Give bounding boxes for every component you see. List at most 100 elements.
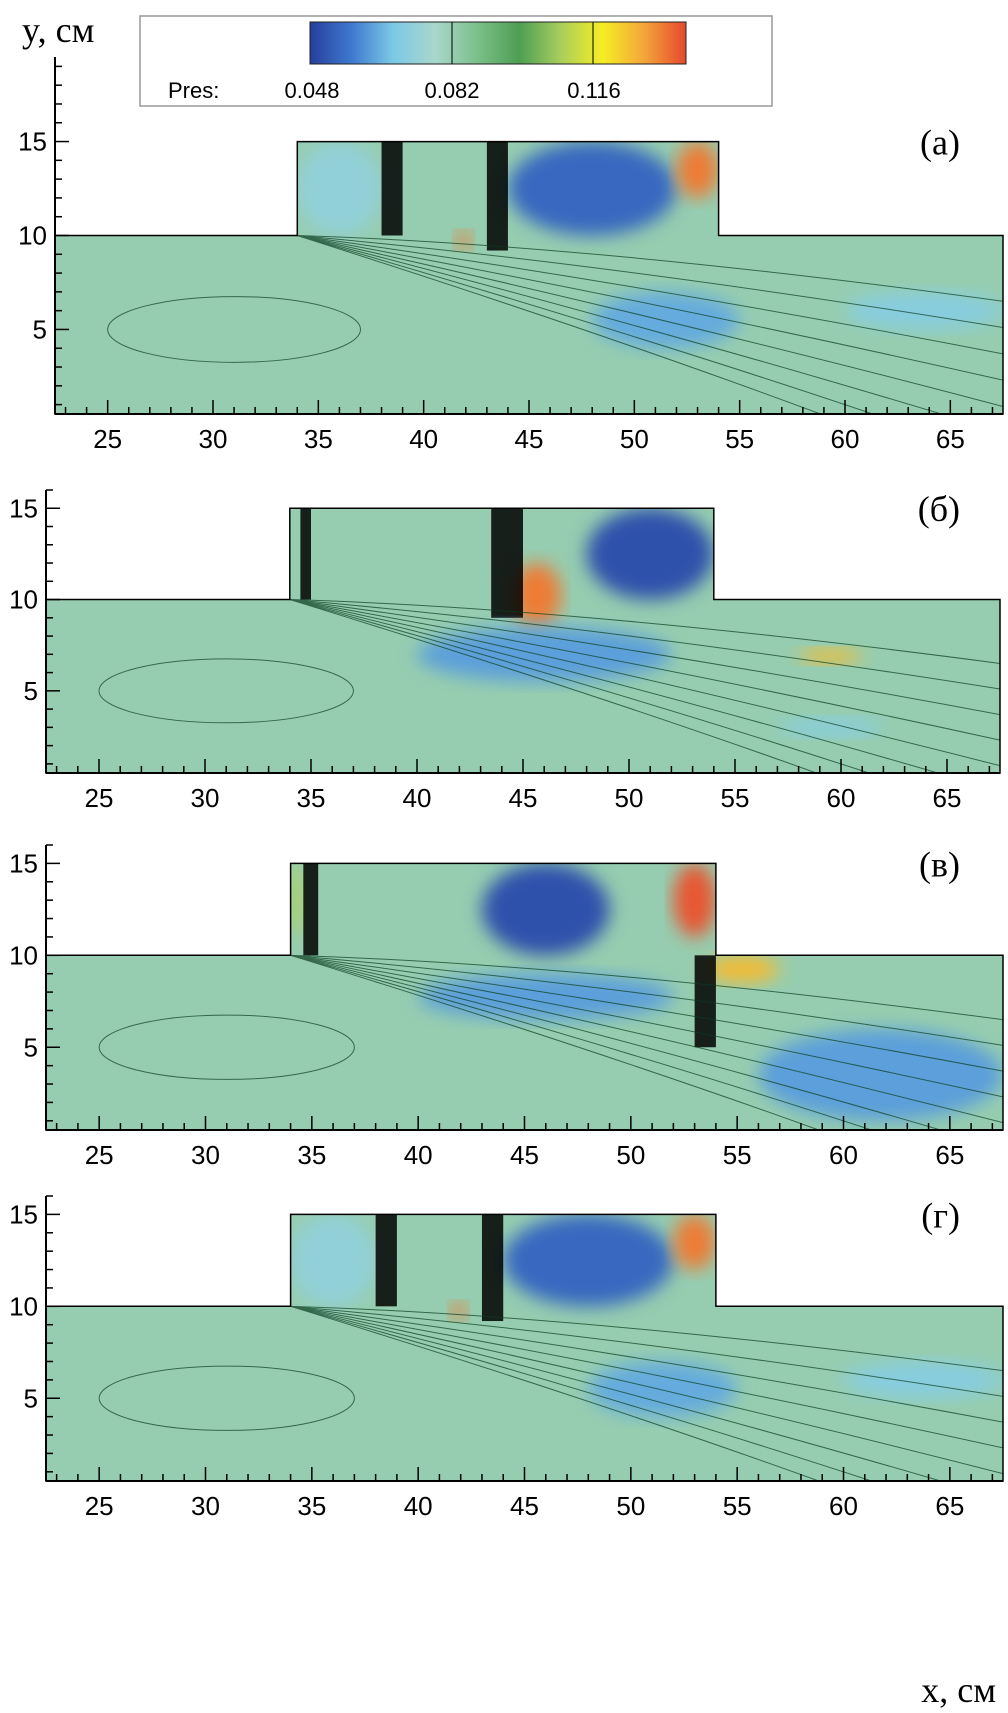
pressure-field <box>46 1214 1003 1481</box>
contour-line <box>289 599 1000 767</box>
pressure-region-mark <box>798 648 863 664</box>
colorbar-tick-label: 0.048 <box>284 78 339 103</box>
pressure-region-mark <box>777 718 884 737</box>
x-tick-label: 55 <box>721 783 750 813</box>
pressure-region-mark <box>290 1214 376 1307</box>
pressure-region-mark <box>290 863 304 937</box>
x-tick-label: 50 <box>616 1491 645 1521</box>
contour-line <box>297 235 1003 414</box>
x-tick-label: 60 <box>831 424 860 454</box>
pressure-region-mark <box>507 141 677 236</box>
contour-line <box>98 1014 355 1080</box>
pressure-region-mark <box>843 1361 1003 1399</box>
x-tick-label: 35 <box>297 1140 326 1170</box>
pressure-region-mark <box>673 1214 716 1270</box>
colorbar-tick-label: 0.116 <box>567 78 620 103</box>
contour-lines <box>98 954 1003 1130</box>
colorbar-title: Pres: <box>168 78 219 103</box>
x-tick-label: 45 <box>515 424 544 454</box>
contour-lines <box>107 235 1003 414</box>
contour-line <box>290 954 1003 1124</box>
y-axis-title: y, см <box>22 10 94 50</box>
contour-line <box>289 599 1000 773</box>
contour-line <box>289 599 1000 773</box>
pressure-region-mark <box>503 1214 674 1307</box>
contour-line <box>289 599 1000 741</box>
contour-line <box>290 954 1003 1021</box>
contour-line <box>297 235 1003 414</box>
pressure-region-mark <box>673 863 716 937</box>
x-tick-label: 50 <box>615 783 644 813</box>
contour-line <box>290 1305 1003 1372</box>
x-tick-label: 60 <box>827 783 856 813</box>
pressure-region-mark <box>586 508 714 600</box>
x-tick-label: 65 <box>936 424 965 454</box>
contour-line <box>290 1305 1003 1423</box>
x-tick-label: 25 <box>85 1140 114 1170</box>
x-tick-label: 65 <box>935 1140 964 1170</box>
x-tick-label: 35 <box>297 1491 326 1521</box>
contour-line <box>290 954 1003 1130</box>
panel-g: 25 30 35 40 45 50 55 60 65 5 10 15 (г) <box>9 1195 1004 1521</box>
contour-line <box>290 1305 1003 1397</box>
y-tick-label: 5 <box>33 314 47 344</box>
pressure-region-mark <box>705 955 780 983</box>
domain-outline <box>45 507 1001 774</box>
shock-band-mark <box>375 1214 397 1307</box>
contour-line <box>297 235 1003 329</box>
contour-line <box>290 954 1003 1130</box>
x-tick-label: 60 <box>829 1491 858 1521</box>
x-tick-label: 65 <box>933 783 962 813</box>
x-tick-label: 50 <box>616 1140 645 1170</box>
x-tick-label: 60 <box>829 1140 858 1170</box>
x-tick-label: 55 <box>725 424 754 454</box>
contour-line <box>297 235 1003 407</box>
x-tick-label: 65 <box>935 1491 964 1521</box>
contour-line <box>289 599 1000 690</box>
x-tick-label: 45 <box>510 1491 539 1521</box>
shock-band-mark <box>300 508 311 600</box>
x-tick-label: 35 <box>297 783 326 813</box>
x-tick-label: 25 <box>85 1491 114 1521</box>
contour-line <box>289 599 1000 773</box>
x-tick-label: 45 <box>510 1140 539 1170</box>
x-tick-label: 30 <box>191 783 220 813</box>
contour-lines <box>98 1305 1003 1481</box>
x-tick-label: 40 <box>404 1140 433 1170</box>
x-axis-title: x, см <box>921 1670 996 1710</box>
y-tick-label: 5 <box>24 676 38 706</box>
domain-outline <box>45 1213 1004 1482</box>
panel-v: 25 30 35 40 45 50 55 60 65 5 10 15 (в) <box>9 844 1004 1170</box>
colorbar-tick-label: 0.082 <box>424 78 479 103</box>
pressure-field <box>46 508 1000 773</box>
panel-label: (г) <box>921 1195 960 1235</box>
panel-label: (б) <box>918 489 960 529</box>
contour-line <box>290 1305 1003 1481</box>
pressure-field <box>46 863 1003 1130</box>
contour-line <box>290 1305 1003 1475</box>
y-tick-label: 15 <box>9 848 38 878</box>
contour-line <box>290 1305 1003 1481</box>
y-tick-label: 15 <box>9 1199 38 1229</box>
shock-band-mark <box>481 1214 504 1322</box>
contour-line <box>289 599 1000 716</box>
pressure-region-mark <box>845 291 1003 330</box>
y-tick-label: 5 <box>24 1032 38 1062</box>
contour-line <box>290 954 1003 1046</box>
pressure-region-mark <box>588 1361 738 1417</box>
x-tick-label: 50 <box>620 424 649 454</box>
pressure-region-mark <box>481 863 610 956</box>
pressure-region-mark <box>297 141 382 236</box>
contour-line <box>98 658 354 724</box>
pressure-region-mark <box>455 231 473 249</box>
colorbar-bar <box>309 21 687 65</box>
panel-label: (а) <box>920 123 960 163</box>
pressure-region-mark <box>758 1028 1003 1121</box>
x-tick-label: 40 <box>404 1491 433 1521</box>
x-tick-label: 25 <box>93 424 122 454</box>
shock-band-mark <box>491 508 523 618</box>
contour-line <box>98 1365 355 1431</box>
pressure-region-mark <box>417 626 672 682</box>
x-tick-label: 30 <box>199 424 228 454</box>
contour-line <box>290 1305 1003 1449</box>
